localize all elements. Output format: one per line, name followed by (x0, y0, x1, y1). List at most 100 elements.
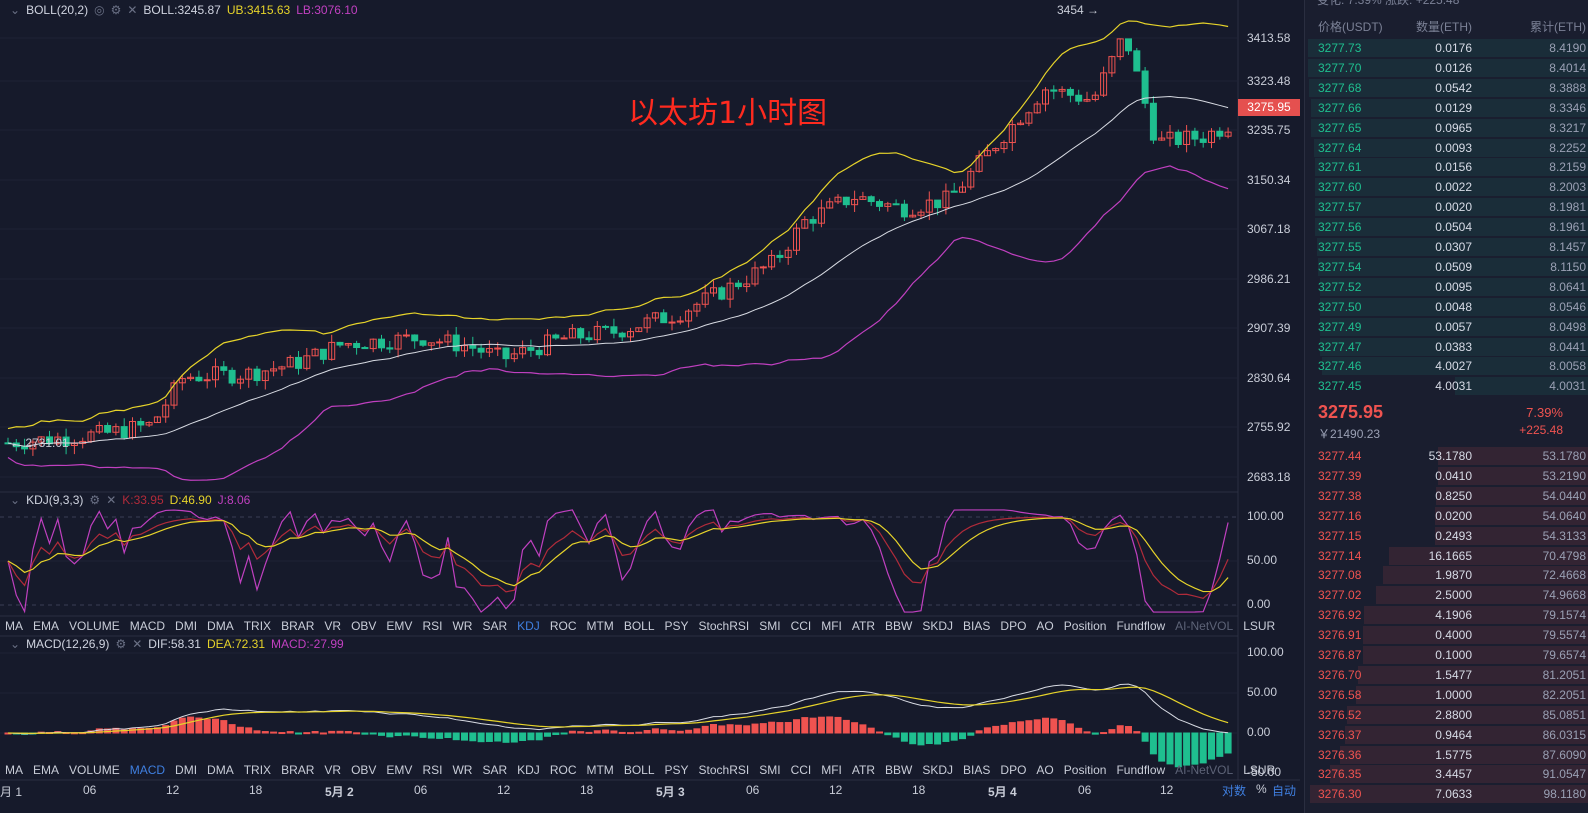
bid-row[interactable]: 3276.58 1.0000 82.2051 (1305, 685, 1588, 705)
indicator-tab-rsi[interactable]: RSI (422, 763, 443, 777)
indicator-tab-roc[interactable]: ROC (549, 763, 577, 777)
indicator-tab-bbw[interactable]: BBW (885, 763, 913, 777)
bid-row[interactable]: 3276.52 2.8800 85.0851 (1305, 705, 1588, 725)
bid-row[interactable]: 3276.92 4.1906 79.1574 (1305, 605, 1588, 625)
ask-row[interactable]: 3277.46 4.0027 8.0058 (1305, 356, 1588, 376)
collapse-chevron-icon[interactable]: ⌄ (10, 493, 21, 507)
indicator-tab-wr[interactable]: WR (452, 619, 473, 633)
ask-row[interactable]: 3277.47 0.0383 8.0441 (1305, 337, 1588, 357)
indicator-tab-mfi[interactable]: MFI (821, 763, 842, 777)
chart-area[interactable]: ⌄ BOLL(20,2) ◎ ⚙ ✕ BOLL:3245.87 UB:3415.… (0, 0, 1300, 813)
indicator-tab-mfi[interactable]: MFI (821, 619, 842, 633)
ask-row[interactable]: 3277.55 0.0307 8.1457 (1305, 237, 1588, 257)
indicator-tab-ema[interactable]: EMA (33, 619, 60, 633)
indicator-tab-ai-netvol[interactable]: AI-NetVOL (1175, 619, 1234, 633)
kdj-indicator-name[interactable]: KDJ(9,3,3) (26, 493, 84, 507)
indicator-tab-bias[interactable]: BIAS (963, 763, 991, 777)
ask-row[interactable]: 3277.60 0.0022 8.2003 (1305, 177, 1588, 197)
indicator-tab-volume[interactable]: VOLUME (69, 619, 120, 633)
indicator-tab-dmi[interactable]: DMI (175, 619, 198, 633)
indicator-tab-trix[interactable]: TRIX (243, 763, 272, 777)
eye-icon[interactable]: ◎ (94, 3, 105, 17)
indicator-tab-roc[interactable]: ROC (549, 619, 577, 633)
ask-row[interactable]: 3277.65 0.0965 8.3217 (1305, 118, 1588, 138)
indicator-tab-ma[interactable]: MA (5, 763, 23, 777)
indicator-tab-bias[interactable]: BIAS (963, 619, 991, 633)
indicator-tab-sar[interactable]: SAR (482, 619, 508, 633)
collapse-chevron-icon[interactable]: ⌄ (10, 637, 21, 651)
ask-row[interactable]: 3277.70 0.0126 8.4014 (1305, 58, 1588, 78)
indicator-tab-ao[interactable]: AO (1036, 763, 1054, 777)
indicator-tab-rsi[interactable]: RSI (422, 619, 443, 633)
percent-toggle[interactable]: % (1256, 782, 1267, 796)
indicator-tab-volume[interactable]: VOLUME (69, 763, 120, 777)
indicator-tab-boll[interactable]: BOLL (623, 619, 655, 633)
gear-icon[interactable]: ⚙ (110, 3, 122, 17)
indicator-tab-skdj[interactable]: SKDJ (922, 763, 954, 777)
indicator-tab-bbw[interactable]: BBW (885, 619, 913, 633)
indicator-tab-lsur[interactable]: LSUR (1243, 763, 1276, 777)
macd-indicator-name[interactable]: MACD(12,26,9) (26, 637, 110, 651)
ask-row[interactable]: 3277.66 0.0129 8.3346 (1305, 98, 1588, 118)
indicator-tab-sar[interactable]: SAR (482, 763, 508, 777)
bid-row[interactable]: 3277.08 1.9870 72.4668 (1305, 565, 1588, 585)
indicator-tab-fundflow[interactable]: Fundflow (1116, 763, 1166, 777)
indicator-tab-mtm[interactable]: MTM (586, 763, 614, 777)
indicator-tab-smi[interactable]: SMI (759, 763, 781, 777)
boll-indicator-name[interactable]: BOLL(20,2) (26, 3, 89, 17)
ask-row[interactable]: 3277.64 0.0093 8.2252 (1305, 138, 1588, 158)
ask-row[interactable]: 3277.56 0.0504 8.1961 (1305, 217, 1588, 237)
bid-row[interactable]: 3276.35 3.4457 91.0547 (1305, 764, 1588, 784)
bid-row[interactable]: 3277.02 2.5000 74.9668 (1305, 585, 1588, 605)
indicator-tab-cci[interactable]: CCI (790, 763, 812, 777)
indicator-tab-ma[interactable]: MA (5, 619, 23, 633)
indicator-tab-fundflow[interactable]: Fundflow (1116, 619, 1166, 633)
indicator-tab-position[interactable]: Position (1063, 619, 1107, 633)
ask-row[interactable]: 3277.49 0.0057 8.0498 (1305, 317, 1588, 337)
collapse-chevron-icon[interactable]: ⌄ (10, 3, 21, 17)
auto-scale-toggle[interactable]: 自动 (1272, 784, 1297, 798)
indicator-tab-dma[interactable]: DMA (207, 619, 234, 633)
gear-icon[interactable]: ⚙ (115, 637, 127, 651)
indicator-tab-dpo[interactable]: DPO (1000, 763, 1027, 777)
indicator-tab-mtm[interactable]: MTM (586, 619, 614, 633)
bid-row[interactable]: 3277.14 16.1665 70.4798 (1305, 546, 1588, 566)
ask-row[interactable]: 3277.61 0.0156 8.2159 (1305, 157, 1588, 177)
indicator-tab-emv[interactable]: EMV (386, 763, 413, 777)
indicator-tab-cci[interactable]: CCI (790, 619, 812, 633)
close-icon[interactable]: ✕ (127, 3, 138, 17)
ask-row[interactable]: 3277.45 4.0031 4.0031 (1305, 376, 1588, 396)
ask-row[interactable]: 3277.57 0.0020 8.1981 (1305, 197, 1588, 217)
gear-icon[interactable]: ⚙ (89, 493, 101, 507)
bid-row[interactable]: 3277.39 0.0410 53.2190 (1305, 466, 1588, 486)
close-icon[interactable]: ✕ (132, 637, 143, 651)
indicator-tab-vr[interactable]: VR (324, 763, 342, 777)
indicator-tab-emv[interactable]: EMV (386, 619, 413, 633)
price-chart-canvas[interactable] (0, 0, 1300, 813)
bid-row[interactable]: 3277.16 0.0200 54.0640 (1305, 506, 1588, 526)
indicator-tab-boll[interactable]: BOLL (623, 763, 655, 777)
indicator-tab-position[interactable]: Position (1063, 763, 1107, 777)
indicator-tab-atr[interactable]: ATR (851, 763, 876, 777)
indicator-tab-macd[interactable]: MACD (129, 619, 166, 633)
indicator-tab-ema[interactable]: EMA (33, 763, 60, 777)
indicator-tab-skdj[interactable]: SKDJ (922, 619, 954, 633)
indicator-tab-macd[interactable]: MACD (129, 763, 166, 777)
indicator-tab-ao[interactable]: AO (1036, 619, 1054, 633)
indicator-tab-brar[interactable]: BRAR (281, 619, 315, 633)
indicator-tab-obv[interactable]: OBV (351, 763, 377, 777)
bid-row[interactable]: 3276.37 0.9464 86.0315 (1305, 725, 1588, 745)
bid-row[interactable]: 3276.36 1.5775 87.6090 (1305, 745, 1588, 765)
indicator-tab-atr[interactable]: ATR (851, 619, 876, 633)
indicator-tab-smi[interactable]: SMI (759, 619, 781, 633)
indicator-tab-lsur[interactable]: LSUR (1243, 619, 1276, 633)
indicator-tab-stochrsi[interactable]: StochRSI (698, 763, 750, 777)
ask-row[interactable]: 3277.52 0.0095 8.0641 (1305, 277, 1588, 297)
ask-row[interactable]: 3277.68 0.0542 8.3888 (1305, 78, 1588, 98)
bid-row[interactable]: 3277.38 0.8250 54.0440 (1305, 486, 1588, 506)
ask-row[interactable]: 3277.54 0.0509 8.1150 (1305, 257, 1588, 277)
indicator-tab-dpo[interactable]: DPO (1000, 619, 1027, 633)
indicator-tab-kdj[interactable]: KDJ (517, 619, 540, 633)
close-icon[interactable]: ✕ (106, 493, 117, 507)
indicator-tab-brar[interactable]: BRAR (281, 763, 315, 777)
